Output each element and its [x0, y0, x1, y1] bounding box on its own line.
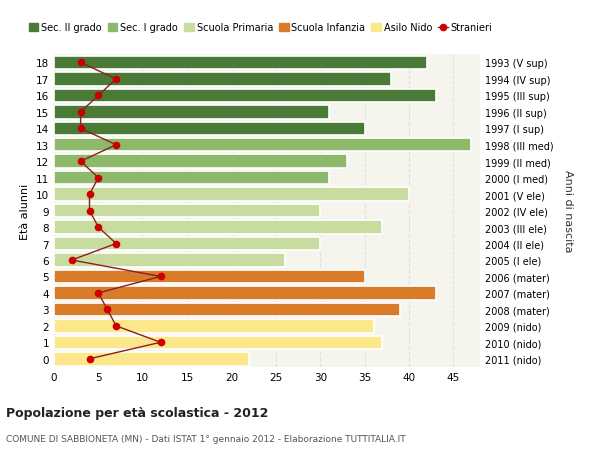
- Text: COMUNE DI SABBIONETA (MN) - Dati ISTAT 1° gennaio 2012 - Elaborazione TUTTITALIA: COMUNE DI SABBIONETA (MN) - Dati ISTAT 1…: [6, 434, 406, 443]
- Text: Popolazione per età scolastica - 2012: Popolazione per età scolastica - 2012: [6, 406, 268, 419]
- Y-axis label: Età alunni: Età alunni: [20, 183, 31, 239]
- Bar: [54, 237, 320, 251]
- Legend: Sec. II grado, Sec. I grado, Scuola Primaria, Scuola Infanzia, Asilo Nido, Stran: Sec. II grado, Sec. I grado, Scuola Prim…: [25, 19, 496, 37]
- Bar: [54, 270, 365, 284]
- Bar: [54, 336, 382, 349]
- Bar: [54, 204, 320, 218]
- Bar: [54, 73, 391, 86]
- Bar: [54, 286, 436, 300]
- Bar: [54, 106, 329, 119]
- Y-axis label: Anni di nascita: Anni di nascita: [563, 170, 573, 252]
- Bar: [54, 352, 249, 366]
- Bar: [54, 122, 365, 136]
- Bar: [54, 172, 329, 185]
- Bar: [54, 303, 400, 316]
- Bar: [54, 188, 409, 202]
- Bar: [54, 90, 436, 103]
- Bar: [54, 221, 382, 234]
- Bar: [54, 139, 471, 152]
- Bar: [54, 155, 347, 168]
- Bar: [54, 254, 285, 267]
- Bar: [54, 319, 373, 333]
- Bar: [54, 56, 427, 70]
